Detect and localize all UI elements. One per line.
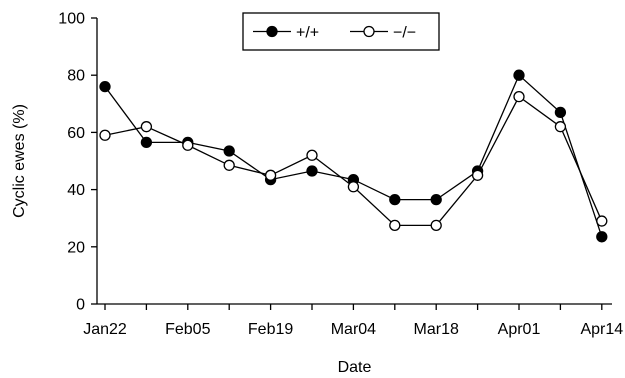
x-axis: Jan22 Feb05 Feb19 Mar04 Mar18 Apr01 Apr14 (83, 303, 623, 338)
legend-marker (266, 25, 278, 38)
data-point (99, 80, 111, 93)
data-point (347, 181, 360, 193)
y-axis: 0 20 40 60 80 100 (58, 11, 98, 314)
data-point (554, 106, 567, 119)
data-point (389, 193, 401, 206)
x-tick-label: Feb05 (165, 321, 210, 338)
legend-entry: +/+ (253, 25, 319, 42)
data-point (389, 219, 401, 232)
data-point (513, 91, 525, 103)
data-point (471, 169, 484, 181)
x-tick-label: Mar04 (331, 321, 376, 338)
data-point (140, 136, 153, 149)
y-tick-label: 100 (58, 11, 85, 28)
data-point (306, 149, 318, 161)
data-point (430, 219, 442, 232)
data-point (306, 165, 318, 177)
legend-label: −/− (393, 25, 416, 42)
y-tick-label: 40 (67, 182, 85, 199)
data-point (513, 69, 525, 81)
data-point (596, 231, 608, 243)
data-point (223, 145, 235, 157)
x-tick-label: Apr14 (580, 321, 623, 338)
x-tick-label: Mar18 (414, 321, 459, 338)
y-axis-title: Cyclic ewes (%) (11, 104, 28, 218)
legend-label: +/+ (296, 25, 319, 42)
x-axis-title: Date (338, 359, 372, 376)
data-point (430, 193, 442, 206)
x-tick-label: Apr01 (498, 321, 541, 338)
series-2 (99, 91, 608, 232)
legend-marker (363, 25, 375, 38)
data-point (99, 129, 111, 141)
x-tick-label: Feb19 (248, 321, 293, 338)
data-point (596, 215, 608, 227)
legend-entry: −/− (350, 25, 416, 42)
y-tick-label: 0 (76, 297, 85, 314)
data-point (182, 139, 194, 151)
y-tick-label: 60 (67, 125, 85, 142)
data-point (264, 169, 277, 181)
series-layer (99, 69, 608, 243)
series-1 (99, 69, 608, 243)
y-tick-label: 20 (67, 239, 85, 256)
legend: +/+ −/− (242, 12, 440, 51)
data-point (223, 159, 235, 171)
series-line (104, 95, 603, 227)
x-tick-label: Jan22 (83, 321, 127, 338)
series-line (104, 74, 603, 237)
data-point (554, 121, 567, 133)
data-point (140, 121, 153, 133)
y-tick-label: 80 (67, 68, 85, 85)
